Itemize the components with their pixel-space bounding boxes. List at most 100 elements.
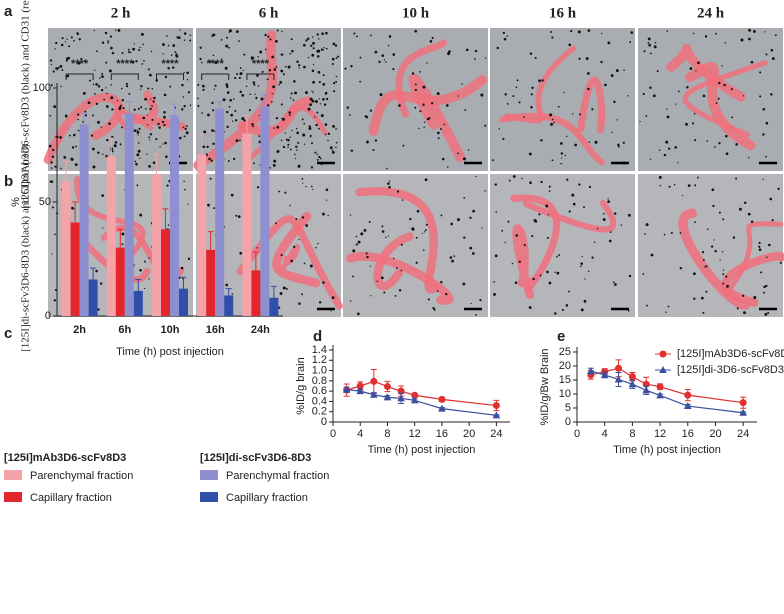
grain bbox=[484, 57, 487, 59]
legend-heading: [125I]mAb3D6-scFv8D3 bbox=[4, 452, 126, 464]
grain bbox=[275, 39, 278, 43]
grain bbox=[381, 225, 384, 228]
grain bbox=[395, 267, 398, 270]
grain bbox=[494, 254, 498, 258]
grain bbox=[293, 80, 296, 83]
grain bbox=[578, 57, 581, 60]
grain bbox=[203, 130, 207, 134]
grain bbox=[327, 214, 329, 217]
grain bbox=[270, 100, 273, 103]
grain bbox=[463, 236, 466, 239]
grain bbox=[305, 185, 307, 188]
grain bbox=[702, 94, 706, 98]
grain bbox=[323, 47, 325, 49]
grain bbox=[239, 90, 242, 94]
grain bbox=[666, 30, 668, 32]
grain bbox=[394, 295, 397, 297]
grain bbox=[312, 188, 314, 191]
grain bbox=[182, 126, 185, 129]
grain bbox=[100, 88, 104, 92]
grain bbox=[587, 29, 591, 32]
grain bbox=[331, 149, 334, 151]
grain bbox=[53, 105, 57, 109]
grain bbox=[706, 228, 709, 230]
grain bbox=[335, 80, 338, 83]
error-bar bbox=[261, 94, 268, 119]
significance: **** bbox=[161, 58, 179, 70]
grain bbox=[170, 54, 173, 56]
grain bbox=[706, 140, 709, 142]
grain bbox=[187, 203, 189, 205]
grain bbox=[293, 153, 296, 156]
grain bbox=[243, 53, 246, 56]
grain bbox=[117, 60, 119, 63]
grain bbox=[94, 69, 96, 71]
grain bbox=[308, 125, 311, 128]
grain bbox=[57, 66, 60, 70]
grain bbox=[705, 265, 708, 268]
grain bbox=[137, 149, 141, 153]
grain bbox=[724, 41, 727, 44]
grain bbox=[472, 209, 476, 213]
grain bbox=[95, 102, 99, 106]
grain bbox=[334, 44, 338, 47]
grain bbox=[136, 184, 139, 187]
grain bbox=[307, 37, 310, 40]
y-tick-label: 1.4 bbox=[312, 344, 327, 356]
grain bbox=[314, 151, 317, 154]
grain bbox=[539, 274, 542, 277]
grain bbox=[164, 141, 167, 145]
vessel bbox=[504, 45, 577, 124]
grain bbox=[414, 83, 417, 86]
grain bbox=[469, 246, 473, 250]
y-tick-label: 20 bbox=[559, 360, 571, 372]
grain bbox=[151, 105, 153, 107]
grain bbox=[311, 53, 315, 57]
grain bbox=[77, 113, 80, 116]
grain bbox=[750, 220, 754, 224]
grain bbox=[627, 213, 631, 217]
grain bbox=[667, 305, 670, 308]
grain bbox=[359, 56, 362, 59]
grain bbox=[319, 103, 322, 105]
grain bbox=[516, 79, 519, 82]
grain bbox=[172, 45, 175, 47]
grain bbox=[481, 227, 483, 229]
bar bbox=[215, 108, 225, 317]
grain bbox=[372, 148, 375, 151]
grain bbox=[108, 69, 112, 73]
grain bbox=[561, 157, 563, 159]
grain bbox=[227, 46, 230, 49]
grain bbox=[225, 44, 229, 48]
grain bbox=[271, 92, 273, 95]
grain bbox=[303, 65, 306, 69]
grain bbox=[287, 146, 289, 149]
grain bbox=[311, 142, 313, 145]
grain bbox=[467, 149, 470, 151]
grain bbox=[264, 48, 267, 51]
grain bbox=[127, 51, 130, 53]
grain bbox=[717, 97, 720, 100]
grain bbox=[496, 46, 499, 50]
grain bbox=[182, 96, 185, 98]
grain bbox=[139, 46, 141, 49]
grain bbox=[538, 213, 541, 216]
grain bbox=[284, 191, 287, 194]
grain bbox=[161, 120, 165, 124]
grain bbox=[659, 184, 662, 187]
grain bbox=[694, 139, 697, 142]
grain bbox=[66, 38, 68, 40]
grain bbox=[105, 87, 107, 89]
grain bbox=[429, 40, 433, 43]
grain bbox=[541, 79, 544, 82]
grain bbox=[423, 231, 426, 233]
grain bbox=[144, 97, 148, 101]
grain bbox=[471, 252, 475, 255]
y-tick-label: 0.8 bbox=[312, 375, 327, 387]
grain bbox=[269, 38, 272, 41]
grain bbox=[278, 190, 281, 193]
grain bbox=[383, 291, 386, 294]
grain bbox=[311, 90, 313, 92]
panel-label: e bbox=[557, 328, 565, 345]
grain bbox=[309, 264, 313, 268]
